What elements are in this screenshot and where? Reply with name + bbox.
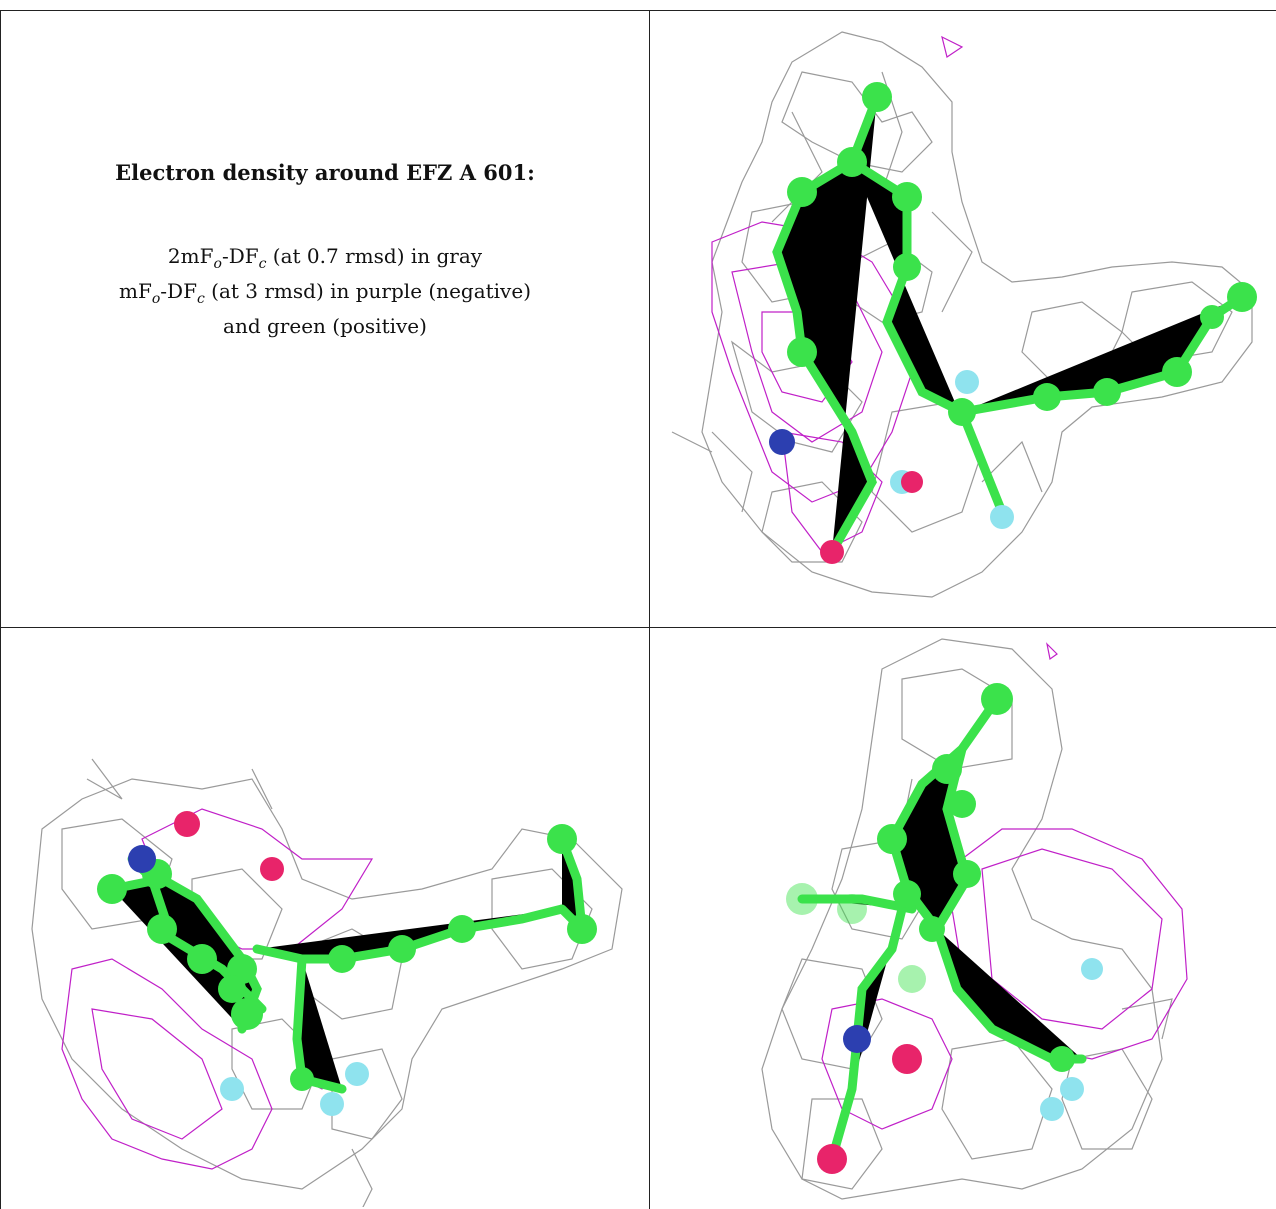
middle-divider [0,627,1276,628]
density-view-bottom-left [31,758,623,1207]
outer-left-border [0,10,1,1209]
gray-mesh [761,638,1173,1200]
density-view-bottom-right [761,638,1188,1200]
caption-line-2mfo: 2mFo-DFc (at 0.7 rmsd) in gray [167,244,483,272]
density-view-top-right [671,31,1257,598]
caption-title: Electron density around EFZ A 601: [115,160,535,185]
center-divider [649,10,650,1209]
gray-mesh [671,31,1253,598]
ligand-atoms [769,82,1257,564]
caption-cell: Electron density around EFZ A 601: 2mFo-… [20,160,630,340]
caption-line-positive: and green (positive) [223,314,427,338]
ligand-atoms [786,683,1103,1174]
density-panel-top-right [652,12,1274,625]
ligand-atoms [97,811,597,1116]
density-panel-bottom-right [652,629,1274,1207]
purple-mesh [821,642,1188,1130]
gray-mesh [31,758,623,1207]
top-border [0,10,1276,11]
caption-line-mfo: mFo-DFc (at 3 rmsd) in purple (negative) [119,279,531,307]
density-panel-bottom-left [2,629,648,1207]
